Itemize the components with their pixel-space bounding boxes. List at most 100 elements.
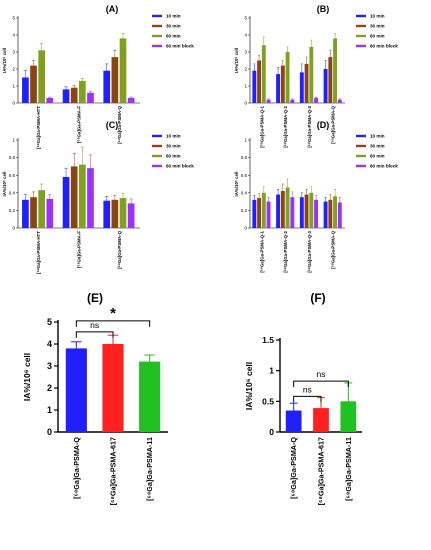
- bar: [70, 166, 78, 228]
- significance-bracket: [75, 320, 151, 327]
- chart-panel-b: 0 1 2 3 4 5 IA%/10⁶ cell [⁶⁸Ga]Ga-PSMA-Q-1 [⁶⁸Ga…: [234, 14, 398, 148]
- y-tick-label: 0: [244, 101, 247, 106]
- bar: [314, 199, 319, 228]
- bar: [111, 57, 119, 103]
- y-tick-label: 4: [12, 33, 15, 38]
- significance-label: *: [110, 305, 116, 322]
- y-tick-label: 0.8: [9, 155, 16, 160]
- chart-panel-e: 0 1 2 3 4 5 IA%/10⁶ cell [⁶⁸Ga]Ga-PSMA-Q [⁶⁸Ga]G…: [22, 305, 168, 505]
- y-tick-label: 5: [12, 16, 15, 21]
- bar: [276, 194, 281, 228]
- bar: [127, 97, 135, 103]
- x-tick-label: [⁶⁸Ga]Ga-PSMA-Q: [117, 105, 122, 143]
- legend-entry: 30 min: [370, 24, 385, 29]
- bar: [70, 87, 78, 103]
- y-tick-label: 3: [244, 50, 247, 55]
- legend-entry: 10 min: [370, 134, 385, 139]
- x-tick-label: [⁶⁸Ga]Ga-PSMA-F: [77, 106, 82, 143]
- bar: [103, 70, 111, 103]
- bar: [46, 97, 54, 103]
- bar: [285, 52, 290, 103]
- y-tick-label: 0.2: [9, 208, 16, 213]
- bar: [257, 198, 262, 228]
- bar: [261, 192, 266, 228]
- bar: [333, 196, 338, 228]
- bar: [304, 194, 309, 228]
- x-tick-label: [⁶⁸Ga]Ga-PSMA-Q: [331, 230, 336, 268]
- chart-panel-d: 0 0.2 0.4 0.6 0.8 1 IA%/10⁶ cell [⁶⁸Ga]Ga-PSMA-…: [234, 134, 398, 273]
- y-tick-label: 0.8: [241, 155, 248, 160]
- y-axis-label: IA%/10⁶ cell: [2, 48, 7, 73]
- x-tick-label: [⁶⁸Ga]Ga-PSMA-Q-3: [307, 105, 312, 147]
- x-tick-label: [⁶⁸Ga]Ga-PSMA-Q: [331, 105, 336, 143]
- x-tick-label: [⁶⁸Ga]Ga-PSMA-Q-1: [259, 230, 264, 272]
- bar: [337, 99, 342, 103]
- x-tick-label: [⁶⁸Ga]Ga-PSMA-Q-1: [259, 105, 264, 147]
- legend-entry: 30 min: [166, 144, 181, 149]
- legend-entry: 60 min block: [370, 164, 398, 169]
- y-tick-label: 5: [244, 16, 247, 21]
- panel-d-letter: (D): [317, 120, 330, 130]
- y-axis-label: IA%/10⁶ cell: [244, 362, 254, 410]
- bar: [337, 202, 342, 228]
- y-tick-label: 1: [269, 366, 274, 376]
- significance-label: ns: [90, 320, 99, 330]
- chart-panel-a: 0 1 2 3 4 5 IA%/10⁶ cell [⁶⁸Ga]Ga-PSMA-HTT [⁶⁸Ga…: [2, 14, 194, 149]
- bar: [313, 408, 329, 432]
- y-tick-label: 1: [244, 138, 247, 143]
- y-tick-label: 0.4: [9, 190, 16, 195]
- bar: [111, 199, 119, 228]
- y-tick-label: 0: [47, 427, 52, 437]
- legend-entry: 60 min: [370, 154, 385, 159]
- bar: [299, 72, 304, 103]
- significance-bracket: [293, 395, 322, 403]
- y-tick-label: 3: [12, 50, 15, 55]
- bar: [266, 99, 271, 103]
- bar: [333, 38, 338, 103]
- significance-label: ns: [317, 369, 326, 379]
- y-tick-label: 5: [47, 317, 52, 327]
- legend-entry: 60 min block: [166, 44, 194, 49]
- x-tick-label: [⁶⁸Ga]Ga-PSMA-11: [344, 437, 353, 501]
- y-tick-label: 3: [47, 361, 52, 371]
- x-tick-label: [⁶⁸Ga]Ga-PSMA-11: [145, 437, 154, 501]
- chart-panel-c: 0 0.2 0.4 0.6 0.8 1 IA%/10⁶ cell [⁶⁸Ga]Ga-PSMA-…: [2, 134, 194, 274]
- panel-a-letter: (A): [106, 4, 119, 14]
- y-tick-label: 0.6: [9, 173, 16, 178]
- legend-entry: 60 min block: [166, 164, 194, 169]
- bar: [119, 38, 127, 103]
- x-tick-label: [⁶⁸Ga]Ga-PSMA-Q-3: [307, 230, 312, 272]
- bar: [46, 198, 54, 228]
- x-tick-label: [⁶⁸Ga]Ga-PSMA-Q-2: [283, 105, 288, 147]
- bar: [62, 89, 70, 103]
- bar: [62, 176, 70, 228]
- bar: [38, 50, 46, 103]
- legend-entry: 10 min: [166, 134, 181, 139]
- bar: [30, 65, 37, 103]
- panel-b-letter: (B): [317, 4, 330, 14]
- legend-entry: 30 min: [370, 144, 385, 149]
- x-tick-label: [⁶⁸Ga]Ga-PSMA-Q: [117, 230, 122, 268]
- bar: [79, 164, 86, 228]
- y-tick-label: 1: [12, 84, 15, 89]
- x-tick-label: [⁶⁸Ga]Ga-PSMA-Q: [72, 437, 81, 499]
- y-tick-label: 1: [12, 138, 15, 143]
- significance-bracket: [293, 380, 349, 388]
- y-tick-label: 0.6: [241, 173, 248, 178]
- bar: [266, 201, 271, 228]
- bar: [323, 69, 328, 103]
- y-axis-label: IA%/10⁶ cell: [234, 172, 239, 197]
- bar: [30, 197, 37, 228]
- significance-label: ns: [303, 384, 312, 394]
- x-tick-label: [⁶⁸Ga]Ga-PSMA-617: [317, 437, 326, 505]
- bar: [280, 191, 285, 228]
- y-tick-label: 0: [12, 226, 15, 231]
- x-tick-label: [⁶⁸Ga]Ga-PSMA-Q-2: [283, 230, 288, 272]
- bar: [314, 97, 319, 103]
- bar: [22, 199, 29, 228]
- y-axis-label: IA%/10⁶ cell: [2, 172, 7, 197]
- y-axis-label: IA%/10⁶ cell: [234, 48, 239, 73]
- x-tick-label: [⁶⁸Ga]Ga-PSMA-Q: [289, 437, 298, 499]
- y-tick-label: 0.5: [262, 396, 274, 406]
